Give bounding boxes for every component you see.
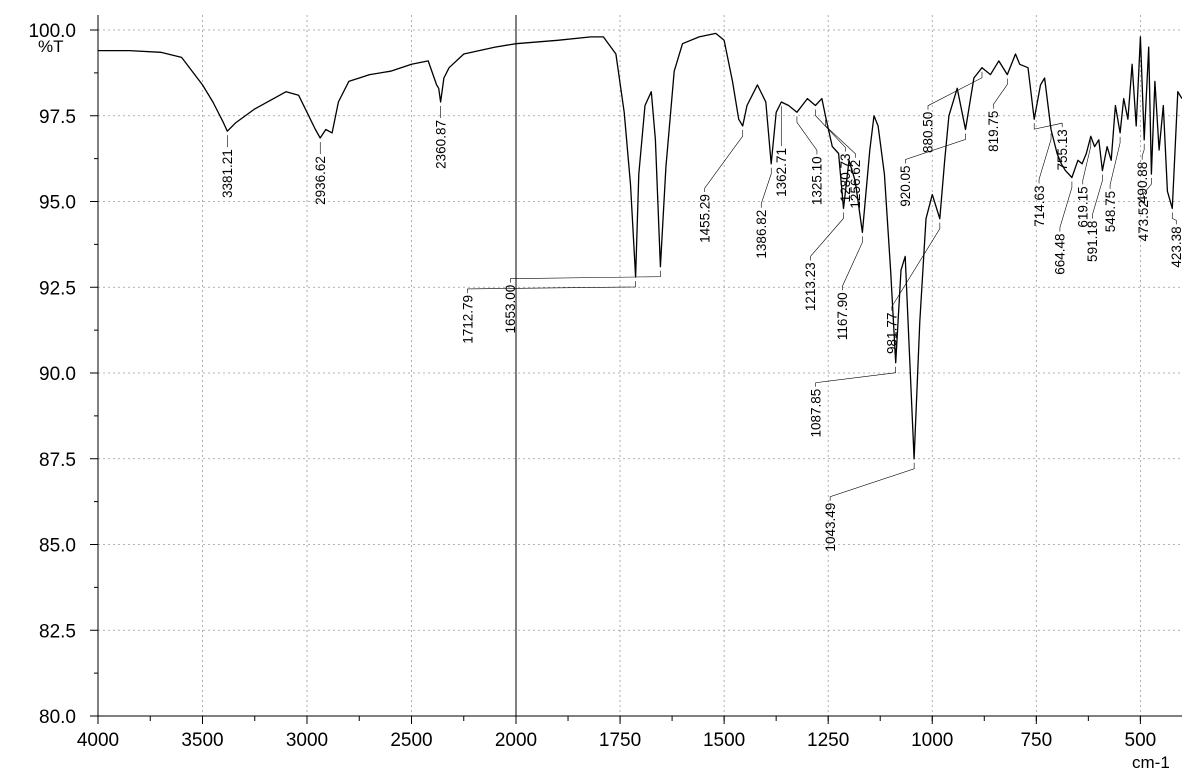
peak-label-755-13: 755.13 <box>1055 129 1070 170</box>
x-tick-label: 1250 <box>807 730 849 751</box>
peak-label-1256-62: 1256.62 <box>848 160 863 209</box>
peak-label-2360-87: 2360.87 <box>433 120 448 169</box>
peak-label-490-88: 490.88 <box>1135 162 1150 203</box>
peak-label-1043-49: 1043.49 <box>823 503 838 552</box>
x-tick-label: 3000 <box>286 730 328 751</box>
peak-label-1280-73: 1280.73 <box>838 153 853 202</box>
peak-leader-line <box>1143 178 1152 199</box>
peak-label-664-48: 664.48 <box>1053 233 1068 274</box>
y-axis-unit-label: %T <box>38 37 64 56</box>
grid-lines <box>98 15 1182 717</box>
peak-leader-line <box>842 236 863 291</box>
peak-leader-line <box>1059 181 1073 232</box>
peak-leader-lines <box>227 71 1177 501</box>
x-tick-label: 1750 <box>599 730 641 751</box>
peak-leader-line <box>905 133 966 164</box>
peak-label-981-77: 981.77 <box>885 313 900 354</box>
y-tick-label: 97.5 <box>39 107 76 128</box>
peak-label-473-52: 473.52 <box>1136 200 1151 241</box>
peak-leader-line <box>1109 136 1121 189</box>
spectrum-series-line <box>98 32 1182 460</box>
x-tick-label: 2500 <box>390 730 432 751</box>
x-tick-label: 750 <box>1020 730 1052 751</box>
peak-label-1087-85: 1087.85 <box>808 389 823 438</box>
x-axis-unit-label: cm-1 <box>1132 753 1170 771</box>
plot-axes <box>97 15 1182 717</box>
peak-label-619-15: 619.15 <box>1076 186 1091 227</box>
peak-leader-line <box>1033 122 1063 130</box>
peak-label-880-50: 880.50 <box>921 112 936 153</box>
peak-leader-line <box>1082 140 1092 185</box>
peak-leader-line <box>1092 174 1103 219</box>
y-tick-label: 95.0 <box>39 193 76 214</box>
x-tick-label: 3500 <box>181 730 223 751</box>
axis-ticks: 80.0 82.5 85.0 87.5 90.0 92.5 95.0 97.5 100.0 400… <box>28 21 1156 751</box>
peak-leader-line <box>992 78 1008 109</box>
peak-leader-line <box>825 119 856 158</box>
peak-label-548-75: 548.75 <box>1103 191 1118 232</box>
peak-leader-line <box>760 167 772 208</box>
peak-leader-line <box>815 109 846 152</box>
x-tick-label: 4000 <box>77 730 119 751</box>
peak-leader-line <box>1171 212 1177 225</box>
x-tick-label: 1500 <box>703 730 745 751</box>
peak-leader-line <box>1141 143 1145 160</box>
y-tick-label: 85.0 <box>39 536 76 557</box>
peak-label-3381-21: 3381.21 <box>220 149 235 198</box>
y-tick-label: 80.0 <box>39 707 76 728</box>
y-tick-label: 87.5 <box>39 450 76 471</box>
x-tick-label: 500 <box>1125 730 1157 751</box>
x-tick-label: 2000 <box>495 730 537 751</box>
peak-label-2936-62: 2936.62 <box>313 156 328 205</box>
peak-label-920-05: 920.05 <box>898 165 913 206</box>
peak-label-1167-90: 1167.90 <box>835 292 850 340</box>
peak-label-1653-00: 1653.00 <box>503 285 518 334</box>
y-tick-label: 100.0 <box>28 21 76 42</box>
peak-label-1325-10: 1325.10 <box>810 156 825 205</box>
peak-leader-line <box>467 280 636 293</box>
peak-leader-line <box>815 366 896 387</box>
y-tick-label: 82.5 <box>39 621 76 642</box>
peak-label-1712-79: 1712.79 <box>460 295 475 344</box>
peak-label-1362-71: 1362.71 <box>774 148 789 197</box>
peak-leader-line <box>891 222 941 311</box>
x-tick-label: 1000 <box>911 730 953 751</box>
peak-leader-line <box>810 212 844 261</box>
y-tick-label: 92.5 <box>39 278 76 299</box>
peak-leader-line <box>796 116 818 155</box>
peak-label-423-38: 423.38 <box>1169 226 1182 267</box>
peak-leader-line <box>510 270 661 283</box>
peak-leader-line <box>704 130 744 193</box>
peak-labels: 3381.21 2936.62 2360.87 1712.79 1653.00 1455.… <box>220 111 1182 552</box>
peak-label-1213-23: 1213.23 <box>803 262 818 311</box>
peak-label-1455-29: 1455.29 <box>697 194 712 243</box>
y-tick-label: 90.0 <box>39 364 76 385</box>
peak-label-1386-82: 1386.82 <box>754 210 769 259</box>
peak-leader-line <box>1038 133 1052 184</box>
peak-label-714-63: 714.63 <box>1032 185 1047 226</box>
peak-label-591-18: 591.18 <box>1085 221 1100 262</box>
peak-leader-line <box>829 462 915 501</box>
peak-label-819-75: 819.75 <box>986 111 1001 152</box>
peak-leader-line <box>927 71 983 110</box>
